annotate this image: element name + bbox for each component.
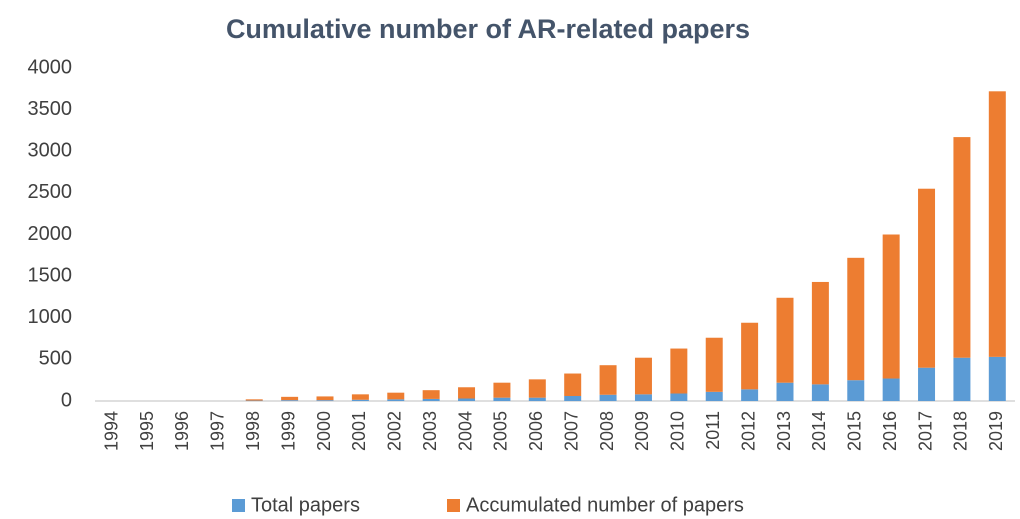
bar-segment [351, 399, 369, 401]
bar-segment [741, 389, 759, 401]
x-tick-label: 2013 [774, 411, 794, 451]
bar-segment [847, 257, 865, 381]
bar-segment [422, 398, 440, 401]
legend-label: Total papers [251, 494, 360, 516]
legend-swatch [232, 499, 245, 512]
y-tick-label: 4000 [28, 56, 73, 78]
x-tick-label: 2004 [455, 411, 475, 451]
bar-segment [493, 382, 511, 398]
bar-segment [599, 365, 617, 395]
bar-segment [776, 297, 794, 383]
y-tick-label: 2000 [28, 223, 73, 245]
bar-segment [528, 397, 546, 401]
x-tick-label: 2018 [951, 411, 971, 451]
x-tick-label: 2015 [845, 411, 865, 451]
bar-segment [634, 357, 652, 395]
bar-segment [705, 337, 723, 392]
x-tick-label: 2008 [597, 411, 617, 451]
x-tick-label: 1996 [172, 411, 192, 451]
x-tick-label: 2017 [915, 411, 935, 451]
bar-segment [988, 91, 1006, 357]
bar-segment [670, 348, 688, 394]
bar-segment [493, 397, 511, 401]
bar-segment [245, 399, 263, 401]
bar-segment [811, 384, 829, 401]
bar-segment [281, 396, 299, 401]
y-tick-label: 3500 [28, 98, 73, 120]
bar-segment [528, 379, 546, 398]
y-tick-label: 500 [39, 348, 72, 370]
x-tick-label: 2000 [314, 411, 334, 451]
bar-segment [953, 137, 971, 358]
bar-segment [741, 322, 759, 390]
x-tick-label: 2011 [703, 411, 723, 450]
bar-segment [670, 393, 688, 401]
bar-segment [422, 390, 440, 399]
x-tick-label: 1998 [243, 411, 263, 451]
bar-segment [705, 391, 723, 401]
bar-segment [953, 357, 971, 401]
x-tick-label: 2006 [526, 411, 546, 451]
bar-segment [599, 394, 617, 401]
bar-segment [847, 380, 865, 401]
bar-segment [564, 396, 582, 401]
y-tick-label: 3000 [28, 140, 73, 162]
bar-segment [988, 356, 1006, 401]
x-tick-label: 2002 [385, 411, 405, 451]
y-tick-label: 2500 [28, 181, 73, 203]
bar-segment [316, 400, 334, 401]
x-tick-label: 2016 [880, 411, 900, 451]
bar-segment [564, 373, 582, 397]
x-tick-label: 2007 [561, 411, 581, 451]
bar-segment [387, 392, 405, 400]
x-tick-label: 2014 [809, 411, 829, 451]
bar-segment [634, 394, 652, 401]
x-tick-label: 2010 [668, 411, 688, 451]
bar-segment [281, 400, 299, 401]
x-tick-label: 1999 [278, 411, 298, 451]
y-tick-label: 1500 [28, 264, 73, 286]
x-tick-label: 2001 [349, 411, 369, 451]
y-tick-label: 0 [61, 389, 72, 411]
x-tick-label: 1994 [101, 411, 121, 451]
bar-segment [882, 378, 900, 401]
bar-segment [882, 234, 900, 379]
legend-label: Accumulated number of papers [466, 494, 744, 516]
x-tick-label: 2019 [986, 411, 1006, 451]
chart-title: Cumulative number of AR-related papers [226, 14, 750, 44]
x-tick-label: 2005 [491, 411, 511, 451]
bar-segment [387, 399, 405, 401]
legend-swatch [447, 499, 460, 512]
x-tick-label: 2009 [632, 411, 652, 451]
y-tick-label: 1000 [28, 306, 73, 328]
bar-segment [918, 367, 936, 401]
bar-segment [316, 396, 334, 401]
bar-segment [918, 188, 936, 368]
bar-segment [811, 281, 829, 385]
x-tick-label: 1995 [137, 411, 157, 451]
bar-segment [351, 394, 369, 400]
bar-segment [458, 387, 476, 399]
bar-segment [776, 382, 794, 401]
x-tick-label: 2003 [420, 411, 440, 451]
bar-segment [458, 398, 476, 401]
x-tick-label: 2012 [738, 411, 758, 451]
x-tick-label: 1997 [208, 411, 228, 451]
